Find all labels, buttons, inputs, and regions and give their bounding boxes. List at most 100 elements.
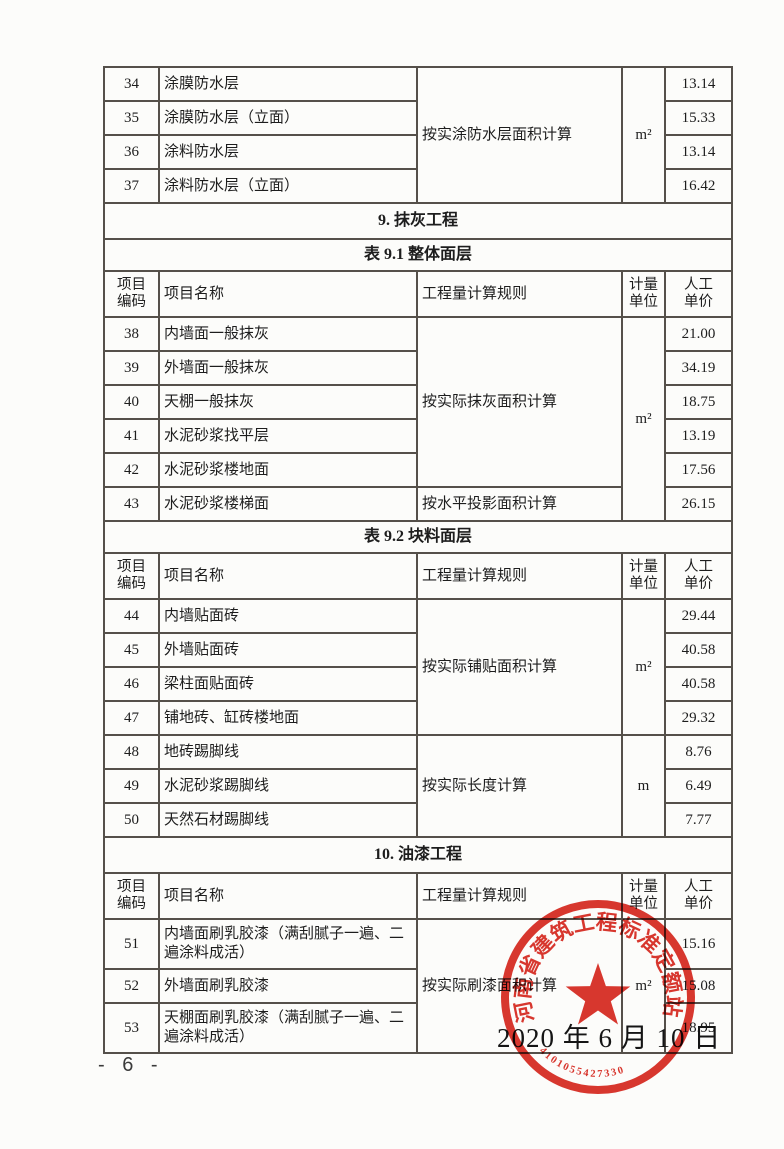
table-row: 34 涂膜防水层 按实涂防水层面积计算 m² 13.14 (103, 66, 733, 204)
item-name-cell: 涂膜防水层 (158, 66, 418, 102)
item-code-cell: 38 (103, 316, 160, 352)
item-name-cell: 天然石材踢脚线 (158, 802, 418, 838)
table-row: 41 水泥砂浆找平层 13.19 (103, 418, 733, 454)
column-header-row: 项目 编码 项目名称 工程量计算规则 计量 单位 人工 单价 (103, 872, 733, 920)
table-row: 46 梁柱面贴面砖 40.58 (103, 666, 733, 702)
price-cell: 40.58 (664, 666, 733, 702)
column-header-code: 项目 编码 (103, 270, 160, 318)
table-caption-row: 表 9.2 块料面层 (103, 520, 733, 554)
item-code-cell: 44 (103, 598, 160, 634)
column-header-label: 单价 (684, 576, 713, 592)
table-row: 43 水泥砂浆楼梯面 按水平投影面积计算 26.15 (103, 486, 733, 522)
column-header-label: 单价 (684, 896, 713, 912)
item-code-cell: 46 (103, 666, 160, 702)
table-row: 44 内墙贴面砖 按实际铺贴面积计算 m² 29.44 (103, 598, 733, 736)
price-cell: 16.42 (664, 168, 733, 204)
price-cell: 21.00 (664, 316, 733, 352)
item-name-cell: 外墙贴面砖 (158, 632, 418, 668)
item-code-cell: 45 (103, 632, 160, 668)
item-name-cell: 水泥砂浆找平层 (158, 418, 418, 454)
column-header-row: 项目 编码 项目名称 工程量计算规则 计量 单位 人工 单价 (103, 552, 733, 600)
calc-rule-cell: 按实际抹灰面积计算 (416, 316, 623, 488)
table-row: 51 内墙面刷乳胶漆（满刮腻子一遍、二遍涂料成活） 按实际刷漆面积计算 m² 1… (103, 918, 733, 1054)
column-header-rule: 工程量计算规则 (416, 872, 623, 920)
price-cell: 29.32 (664, 700, 733, 736)
table-row: 53 天棚面刷乳胶漆（满刮腻子一遍、二遍涂料成活） 18.95 (103, 1002, 733, 1054)
price-cell: 26.15 (664, 486, 733, 522)
column-header-code: 项目 编码 (103, 552, 160, 600)
item-name-cell: 涂料防水层（立面） (158, 168, 418, 204)
column-header-label: 编码 (117, 576, 146, 592)
item-code-cell: 43 (103, 486, 160, 522)
table-caption-row: 表 9.1 整体面层 (103, 238, 733, 272)
column-header-label: 计量 (629, 276, 658, 293)
item-name-cell: 内墙贴面砖 (158, 598, 418, 634)
unit-cell: m² (621, 918, 666, 1054)
stamp-ring (501, 900, 695, 1094)
price-cell: 15.33 (664, 100, 733, 136)
unit-cell: m² (621, 316, 666, 522)
price-cell: 15.08 (664, 968, 733, 1004)
star-icon (565, 963, 631, 1025)
column-header-label: 人工 (684, 878, 713, 895)
column-header-label: 单位 (629, 576, 658, 592)
table-caption: 表 9.2 块料面层 (103, 520, 733, 554)
price-cell: 40.58 (664, 632, 733, 668)
table-row: 48 地砖踢脚线 按实际长度计算 m 8.76 (103, 734, 733, 838)
calc-rule-cell: 按实际长度计算 (416, 734, 623, 838)
table-row: 40 天棚一般抹灰 18.75 (103, 384, 733, 420)
unit-cell: m² (621, 598, 666, 736)
table-row: 52 外墙面刷乳胶漆 15.08 (103, 968, 733, 1004)
table-row: 38 内墙面一般抹灰 按实际抹灰面积计算 m² 21.00 (103, 316, 733, 522)
calc-rule-cell: 按实涂防水层面积计算 (416, 66, 623, 204)
item-name-cell: 梁柱面贴面砖 (158, 666, 418, 702)
table-row: 45 外墙贴面砖 40.58 (103, 632, 733, 668)
pricing-table: 34 涂膜防水层 按实涂防水层面积计算 m² 13.14 35 涂膜防水层（立面… (103, 66, 733, 1054)
official-stamp: 河南省建筑工程标准定额站 4101055427330 (501, 900, 695, 1094)
column-header-price: 人工 单价 (664, 552, 733, 600)
unit-cell: m (621, 734, 666, 838)
column-header-label: 编码 (117, 294, 146, 310)
item-code-cell: 53 (103, 1002, 160, 1054)
section-title-row: 9. 抹灰工程 (103, 202, 733, 240)
table-row: 36 涂料防水层 13.14 (103, 134, 733, 170)
price-cell: 13.14 (664, 134, 733, 170)
price-cell: 6.49 (664, 768, 733, 804)
column-header-label: 项目 (117, 878, 146, 895)
calc-rule-cell: 按实际铺贴面积计算 (416, 598, 623, 736)
item-code-cell: 42 (103, 452, 160, 488)
item-code-cell: 48 (103, 734, 160, 770)
column-header-code: 项目 编码 (103, 872, 160, 920)
item-name-cell: 内墙面刷乳胶漆（满刮腻子一遍、二遍涂料成活） (158, 918, 418, 970)
item-code-cell: 40 (103, 384, 160, 420)
price-cell: 15.16 (664, 918, 733, 970)
item-name-cell: 外墙面一般抹灰 (158, 350, 418, 386)
price-cell: 13.14 (664, 66, 733, 102)
item-code-cell: 34 (103, 66, 160, 102)
column-header-label: 项目 (117, 558, 146, 575)
table-row: 47 铺地砖、缸砖楼地面 29.32 (103, 700, 733, 736)
table-row: 39 外墙面一般抹灰 34.19 (103, 350, 733, 386)
table-row: 50 天然石材踢脚线 7.77 (103, 802, 733, 838)
item-name-cell: 水泥砂浆楼地面 (158, 452, 418, 488)
column-header-name: 项目名称 (158, 552, 418, 600)
item-code-cell: 50 (103, 802, 160, 838)
table-row: 49 水泥砂浆踢脚线 6.49 (103, 768, 733, 804)
item-code-cell: 47 (103, 700, 160, 736)
column-header-row: 项目 编码 项目名称 工程量计算规则 计量 单位 人工 单价 (103, 270, 733, 318)
item-code-cell: 52 (103, 968, 160, 1004)
column-header-price: 人工 单价 (664, 872, 733, 920)
item-code-cell: 41 (103, 418, 160, 454)
column-header-unit: 计量 单位 (621, 270, 666, 318)
column-header-label: 计量 (629, 558, 658, 575)
unit-cell: m² (621, 66, 666, 204)
column-header-name: 项目名称 (158, 270, 418, 318)
section-title: 10. 油漆工程 (103, 836, 733, 874)
column-header-price: 人工 单价 (664, 270, 733, 318)
item-name-cell: 天棚一般抹灰 (158, 384, 418, 420)
column-header-unit: 计量 单位 (621, 552, 666, 600)
table-row: 37 涂料防水层（立面） 16.42 (103, 168, 733, 204)
column-header-label: 人工 (684, 558, 713, 575)
column-header-rule: 工程量计算规则 (416, 270, 623, 318)
